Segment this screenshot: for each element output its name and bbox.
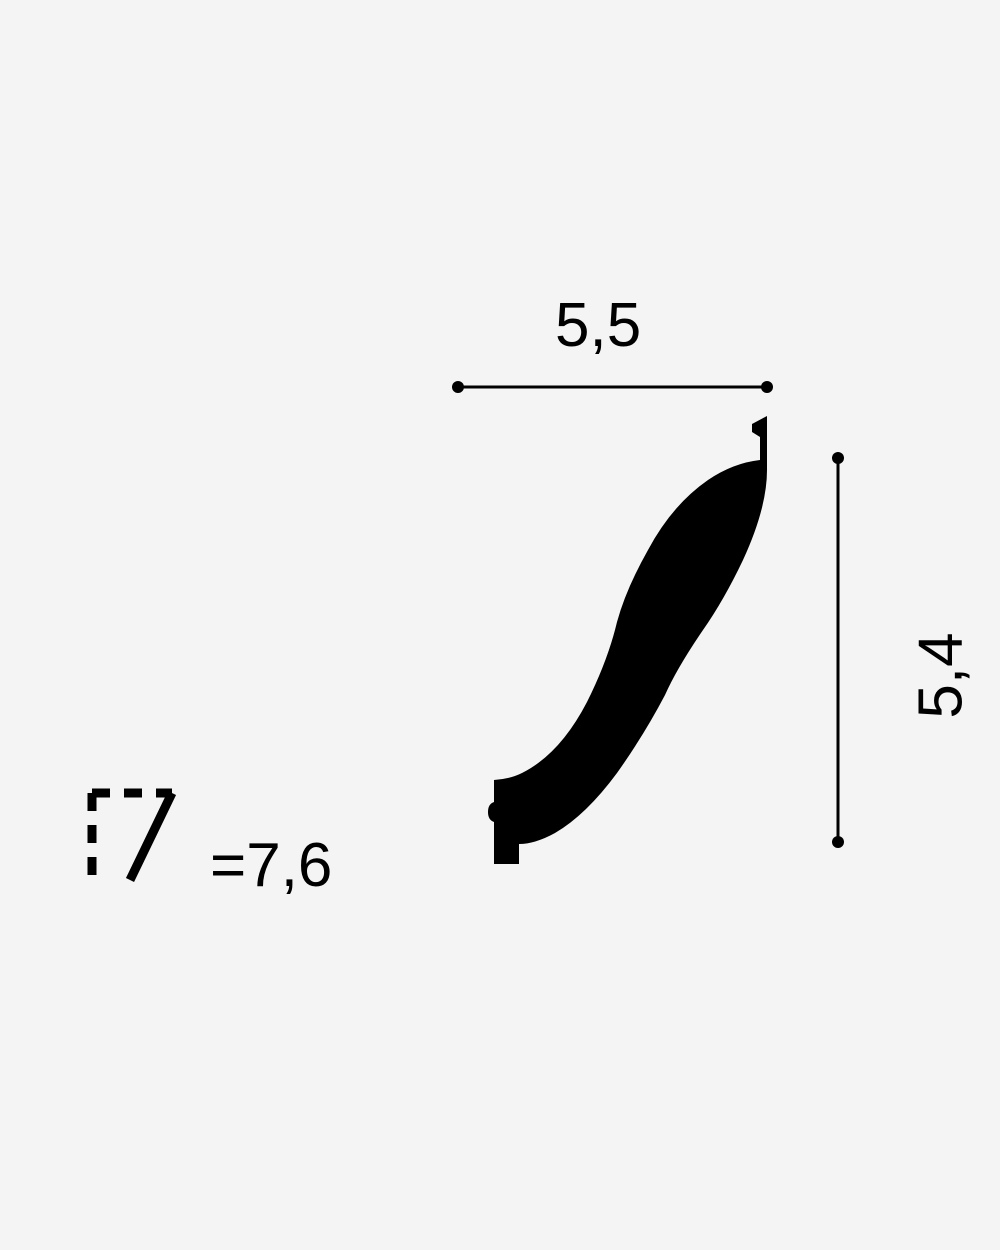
dimension-label-width: 5,5 <box>555 290 641 361</box>
dimension-label-height: 5,4 <box>906 632 977 718</box>
dimension-dot <box>832 452 844 464</box>
diagram-canvas: 5,5 5,4 =7,6 <box>0 0 1000 1250</box>
dimension-dot <box>761 381 773 393</box>
dimension-dot <box>452 381 464 393</box>
diagram-svg <box>0 0 1000 1250</box>
dimension-label-diagonal: =7,6 <box>210 830 332 901</box>
moulding-profile-shape <box>488 416 767 864</box>
diagonal-icon-solid <box>130 793 172 880</box>
dimension-dot <box>832 836 844 848</box>
